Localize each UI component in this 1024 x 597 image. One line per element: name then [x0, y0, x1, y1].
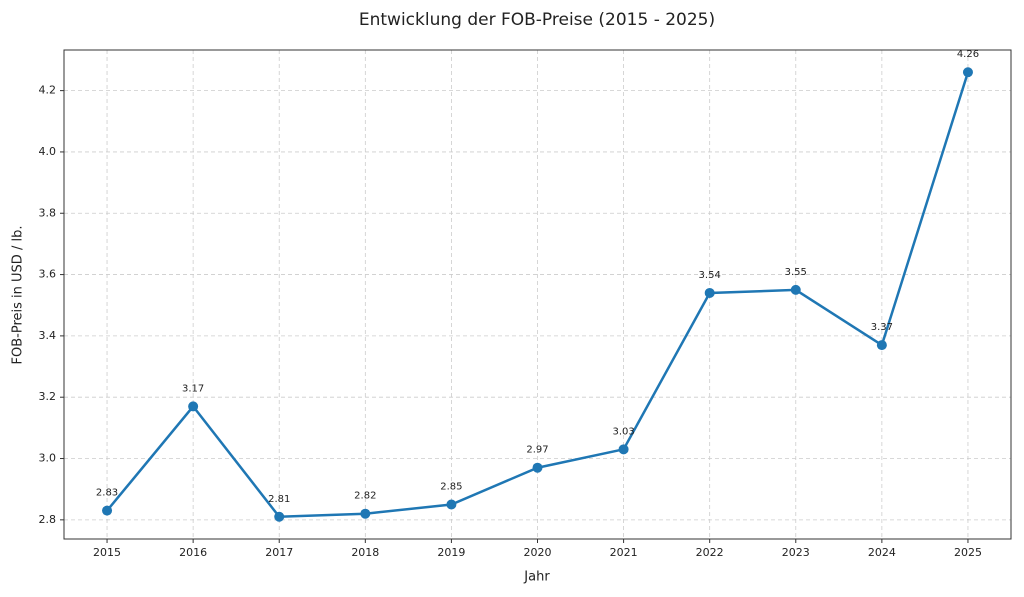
- data-label: 3.54: [699, 270, 721, 281]
- data-point: [360, 508, 371, 519]
- data-point: [790, 284, 801, 295]
- data-point: [962, 67, 973, 78]
- data-label: 3.37: [871, 322, 893, 333]
- data-point: [274, 511, 285, 522]
- data-label: 3.17: [182, 383, 204, 394]
- data-point: [532, 462, 543, 473]
- x-tick-label: 2017: [265, 546, 293, 559]
- y-axis-label: FOB-Preis in USD / lb.: [11, 226, 26, 365]
- data-label: 3.55: [785, 267, 807, 278]
- data-label: 2.85: [440, 482, 462, 493]
- data-label: 2.97: [526, 445, 548, 456]
- data-label: 2.83: [96, 488, 118, 499]
- x-tick-label: 2020: [524, 546, 552, 559]
- chart-title: Entwicklung der FOB-Preise (2015 - 2025): [359, 10, 715, 30]
- x-tick-label: 2015: [93, 546, 121, 559]
- y-tick-label: 3.0: [39, 452, 57, 465]
- y-tick-label: 3.8: [39, 206, 57, 219]
- x-tick-label: 2016: [179, 546, 207, 559]
- data-label: 3.03: [612, 426, 634, 437]
- x-tick-label: 2021: [610, 546, 638, 559]
- x-tick-label: 2019: [437, 546, 465, 559]
- y-tick-label: 4.0: [39, 145, 57, 158]
- y-tick-label: 3.2: [39, 390, 57, 403]
- data-point: [704, 287, 715, 298]
- y-tick-label: 2.8: [39, 513, 57, 526]
- data-point: [188, 401, 199, 412]
- data-label: 2.81: [268, 494, 290, 505]
- y-tick-label: 3.4: [39, 329, 57, 342]
- data-label: 2.82: [354, 491, 376, 502]
- x-axis-label: Jahr: [523, 570, 550, 585]
- x-tick-label: 2018: [351, 546, 379, 559]
- data-label: 4.26: [957, 49, 979, 60]
- x-tick-label: 2023: [782, 546, 810, 559]
- data-point: [446, 499, 457, 510]
- x-tick-label: 2022: [696, 546, 724, 559]
- data-point: [876, 340, 887, 351]
- y-tick-label: 3.6: [39, 268, 57, 281]
- y-tick-label: 4.2: [39, 84, 57, 97]
- plot-frame: [63, 49, 1012, 540]
- data-point: [102, 505, 113, 516]
- x-tick-label: 2024: [868, 546, 896, 559]
- data-point: [618, 444, 629, 455]
- x-tick-label: 2025: [954, 546, 982, 559]
